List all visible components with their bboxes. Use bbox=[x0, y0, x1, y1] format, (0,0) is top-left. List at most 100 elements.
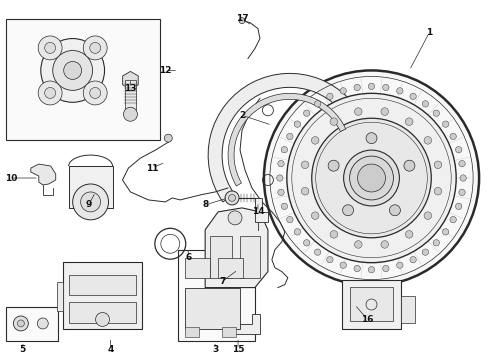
Circle shape bbox=[264, 71, 479, 285]
Circle shape bbox=[90, 42, 100, 53]
Circle shape bbox=[53, 50, 93, 90]
Circle shape bbox=[381, 240, 389, 248]
Circle shape bbox=[405, 230, 413, 238]
Circle shape bbox=[327, 256, 333, 263]
Circle shape bbox=[381, 108, 389, 115]
Text: 13: 13 bbox=[124, 84, 137, 93]
Text: 11: 11 bbox=[146, 163, 159, 172]
Circle shape bbox=[287, 133, 293, 140]
Text: 15: 15 bbox=[232, 345, 245, 354]
Circle shape bbox=[459, 161, 465, 167]
Wedge shape bbox=[228, 93, 346, 186]
Circle shape bbox=[442, 121, 449, 127]
Circle shape bbox=[13, 316, 28, 331]
Circle shape bbox=[278, 161, 284, 167]
Circle shape bbox=[434, 161, 441, 168]
Text: 8: 8 bbox=[202, 201, 208, 210]
Text: 4: 4 bbox=[107, 345, 114, 354]
Bar bbox=[6, 19, 160, 140]
Text: 16: 16 bbox=[361, 315, 374, 324]
Circle shape bbox=[349, 156, 393, 200]
Circle shape bbox=[354, 265, 360, 272]
Circle shape bbox=[64, 62, 82, 80]
Bar bbox=[57, 282, 63, 311]
Circle shape bbox=[340, 262, 346, 268]
Circle shape bbox=[450, 133, 456, 140]
Circle shape bbox=[343, 150, 399, 206]
Text: 3: 3 bbox=[212, 345, 218, 354]
Circle shape bbox=[312, 118, 431, 238]
Circle shape bbox=[410, 93, 416, 99]
Circle shape bbox=[90, 87, 100, 98]
Polygon shape bbox=[122, 71, 138, 89]
Bar bbox=[342, 280, 401, 329]
Circle shape bbox=[123, 107, 137, 121]
Circle shape bbox=[424, 136, 432, 144]
Circle shape bbox=[303, 110, 310, 116]
Circle shape bbox=[328, 160, 339, 171]
Circle shape bbox=[460, 175, 466, 181]
Bar bbox=[185, 258, 210, 278]
Circle shape bbox=[368, 266, 375, 273]
Polygon shape bbox=[255, 198, 268, 222]
Circle shape bbox=[301, 161, 309, 168]
Circle shape bbox=[459, 189, 465, 195]
Circle shape bbox=[37, 318, 48, 329]
Circle shape bbox=[277, 175, 283, 181]
Bar bbox=[185, 288, 240, 329]
Circle shape bbox=[45, 87, 55, 98]
Circle shape bbox=[73, 184, 108, 220]
Circle shape bbox=[404, 160, 415, 171]
Text: 12: 12 bbox=[159, 66, 171, 75]
Bar bbox=[349, 287, 393, 321]
Circle shape bbox=[450, 216, 456, 223]
Circle shape bbox=[287, 93, 456, 263]
Circle shape bbox=[366, 133, 377, 144]
Circle shape bbox=[315, 101, 321, 107]
Circle shape bbox=[38, 81, 62, 105]
Circle shape bbox=[354, 108, 362, 115]
Text: 1: 1 bbox=[426, 28, 432, 37]
Circle shape bbox=[368, 83, 375, 90]
Circle shape bbox=[390, 205, 400, 216]
Circle shape bbox=[294, 121, 300, 127]
Bar bbox=[185, 328, 199, 337]
Bar bbox=[401, 296, 416, 323]
Circle shape bbox=[164, 134, 172, 142]
Circle shape bbox=[433, 240, 440, 246]
Circle shape bbox=[405, 118, 413, 126]
Polygon shape bbox=[228, 315, 260, 334]
Bar bbox=[222, 328, 236, 337]
Circle shape bbox=[228, 194, 236, 201]
Circle shape bbox=[340, 88, 346, 94]
Bar bbox=[69, 166, 113, 208]
Bar bbox=[69, 302, 136, 323]
Circle shape bbox=[281, 203, 288, 210]
Text: 6: 6 bbox=[185, 253, 191, 262]
Circle shape bbox=[228, 211, 242, 225]
Bar bbox=[69, 275, 136, 294]
Circle shape bbox=[422, 101, 429, 107]
Polygon shape bbox=[31, 164, 56, 185]
Circle shape bbox=[96, 312, 110, 327]
Circle shape bbox=[312, 136, 319, 144]
Circle shape bbox=[396, 262, 403, 268]
Wedge shape bbox=[208, 73, 367, 202]
Circle shape bbox=[434, 188, 441, 195]
Circle shape bbox=[83, 36, 107, 60]
Bar bbox=[218, 258, 243, 278]
Circle shape bbox=[383, 265, 389, 272]
Circle shape bbox=[281, 147, 288, 153]
Text: 14: 14 bbox=[252, 207, 264, 216]
Circle shape bbox=[81, 192, 100, 212]
Circle shape bbox=[225, 191, 239, 205]
Circle shape bbox=[456, 203, 462, 210]
Polygon shape bbox=[205, 208, 268, 288]
Bar bbox=[240, 236, 260, 278]
Bar bbox=[63, 262, 143, 329]
Circle shape bbox=[330, 230, 338, 238]
Circle shape bbox=[303, 240, 310, 246]
Circle shape bbox=[358, 164, 386, 192]
Bar bbox=[210, 236, 232, 278]
Circle shape bbox=[383, 84, 389, 91]
